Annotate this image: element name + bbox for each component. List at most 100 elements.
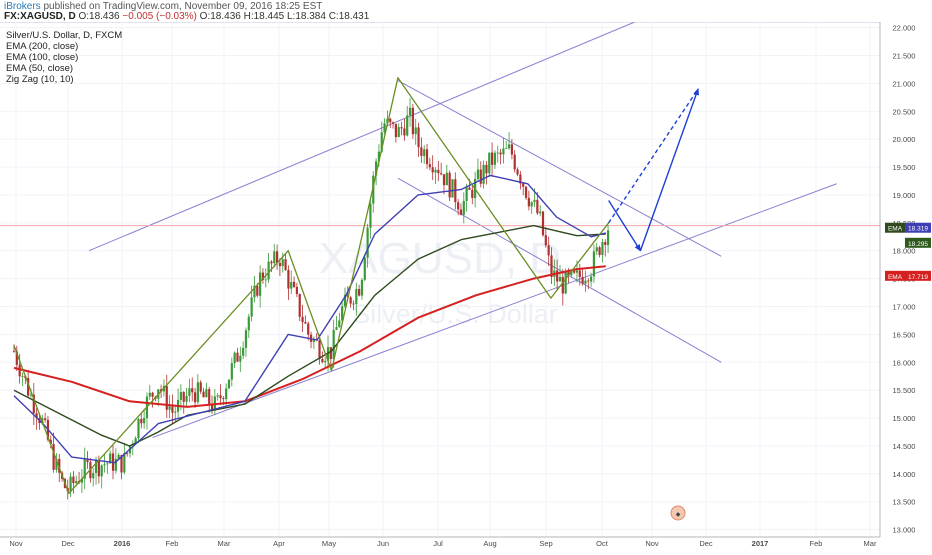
- published-text: published on TradingView.com, November 0…: [43, 1, 323, 12]
- candle-body: [496, 152, 499, 154]
- candle-body: [575, 270, 579, 273]
- projection-arrows: [608, 87, 699, 252]
- price-value-label: 17.719: [908, 274, 928, 281]
- candle-body: [360, 279, 364, 296]
- candle-body: [244, 330, 248, 348]
- candle-body: [533, 199, 536, 203]
- candle-body: [335, 327, 338, 330]
- candle-body: [117, 454, 120, 459]
- candle-body: [389, 118, 392, 123]
- author-link[interactable]: iBrokers: [4, 1, 41, 12]
- candle-body: [312, 339, 315, 342]
- candle-body: [324, 360, 327, 363]
- candle-body: [86, 458, 89, 463]
- time-tick-label: Jun: [377, 539, 389, 548]
- candle-body: [519, 174, 522, 184]
- candle-body: [123, 453, 126, 473]
- legend-item-ema100[interactable]: EMA (100, close): [6, 52, 79, 63]
- price-tick-label: 13.500: [893, 498, 916, 507]
- candle-body: [103, 464, 106, 466]
- candle-body: [179, 392, 183, 400]
- time-tick-label: 2017: [752, 539, 769, 548]
- time-tick-label: Jul: [433, 539, 443, 548]
- candle-body: [171, 406, 174, 413]
- candle-body: [581, 277, 584, 284]
- chart-area[interactable]: XAGUSD, D Silver/U.S. Dollar 22.000 21.50…: [0, 21, 932, 550]
- candle-body: [12, 351, 16, 352]
- candle-body: [584, 280, 587, 284]
- candle-body: [239, 355, 242, 362]
- candle-body: [544, 235, 547, 246]
- time-axis[interactable]: Nov Dec 2016 Feb Mar Apr May Jun Jul Aug Sep Oct Nov…: [0, 536, 880, 548]
- candle-body: [358, 289, 361, 296]
- candle-body: [256, 285, 259, 296]
- series-ema50: [13, 174, 606, 464]
- time-tick-label: Apr: [273, 539, 285, 548]
- legend-item-ema200[interactable]: EMA (200, close): [6, 41, 79, 52]
- price-axis[interactable]: 22.000 21.500 21.000 20.500 20.000 19.500 19.0…: [879, 22, 932, 550]
- candle-body: [507, 144, 511, 149]
- series-ema100: [13, 224, 606, 447]
- candle-body: [100, 465, 103, 477]
- candle-body: [281, 259, 284, 267]
- projection-down-arrow: [608, 200, 641, 252]
- candle-body: [349, 297, 352, 304]
- candle-body: [233, 352, 236, 364]
- price-value-label: 18.319: [908, 226, 928, 233]
- candle-body: [462, 200, 465, 215]
- candle-body: [434, 169, 437, 173]
- candle-body: [140, 418, 143, 424]
- candle-body: [448, 172, 451, 198]
- candle-body: [391, 122, 395, 124]
- candle-body: [106, 463, 109, 465]
- candle-body: [307, 323, 310, 335]
- price-tag-label: EMA: [888, 274, 903, 281]
- candle-body: [502, 148, 505, 155]
- desc-channel-upper-line: [397, 80, 722, 257]
- time-tick-label: Dec: [61, 539, 75, 548]
- series-lines: [13, 77, 610, 495]
- candle-body: [332, 329, 335, 359]
- price-value-box: [905, 237, 931, 248]
- candle-body: [530, 202, 533, 207]
- time-tick-label: Feb: [810, 539, 823, 548]
- chart-svg[interactable]: XAGUSD, D Silver/U.S. Dollar 22.00021.50…: [0, 21, 932, 550]
- candle-body: [587, 280, 590, 282]
- candle-body: [137, 418, 140, 439]
- candle-body: [431, 167, 434, 173]
- events-badge[interactable]: ◆: [670, 505, 686, 521]
- candle-body: [287, 269, 290, 289]
- candle-body: [92, 472, 95, 479]
- candle-body: [375, 161, 378, 176]
- candle-body: [49, 439, 52, 444]
- candle-body: [414, 127, 417, 135]
- time-tick-label: Mar: [864, 539, 877, 548]
- candle-body: [471, 189, 474, 198]
- candle-body: [590, 276, 593, 282]
- publish-line: iBrokers published on TradingView.com, N…: [4, 1, 322, 12]
- grid: [0, 22, 880, 537]
- high-label: H:: [243, 11, 254, 22]
- candle-body: [284, 259, 287, 270]
- candle-body: [52, 443, 55, 470]
- candle-body: [75, 480, 78, 484]
- candle-body: [261, 272, 265, 280]
- desc-channel-lower-line: [397, 177, 722, 363]
- candle-body: [490, 152, 494, 165]
- price-tick-label: 19.000: [893, 191, 916, 200]
- candle-body: [267, 261, 270, 280]
- legend-item-ema50[interactable]: EMA (50, close): [6, 63, 74, 74]
- candle-body: [295, 286, 298, 295]
- candle-body: [143, 418, 146, 424]
- candle-body: [425, 149, 429, 165]
- price-axis-bg: [880, 22, 932, 550]
- candle-body: [21, 376, 24, 377]
- legend-item-zigzag[interactable]: Zig Zag (10, 10): [6, 74, 74, 85]
- price-tag-label: EMA: [888, 226, 903, 233]
- candle-body: [363, 257, 366, 280]
- candle-body: [27, 378, 30, 396]
- candle-body: [499, 152, 502, 155]
- open-value-2: 18.436: [210, 11, 241, 22]
- candle-body: [29, 394, 33, 396]
- candle-body: [524, 186, 528, 198]
